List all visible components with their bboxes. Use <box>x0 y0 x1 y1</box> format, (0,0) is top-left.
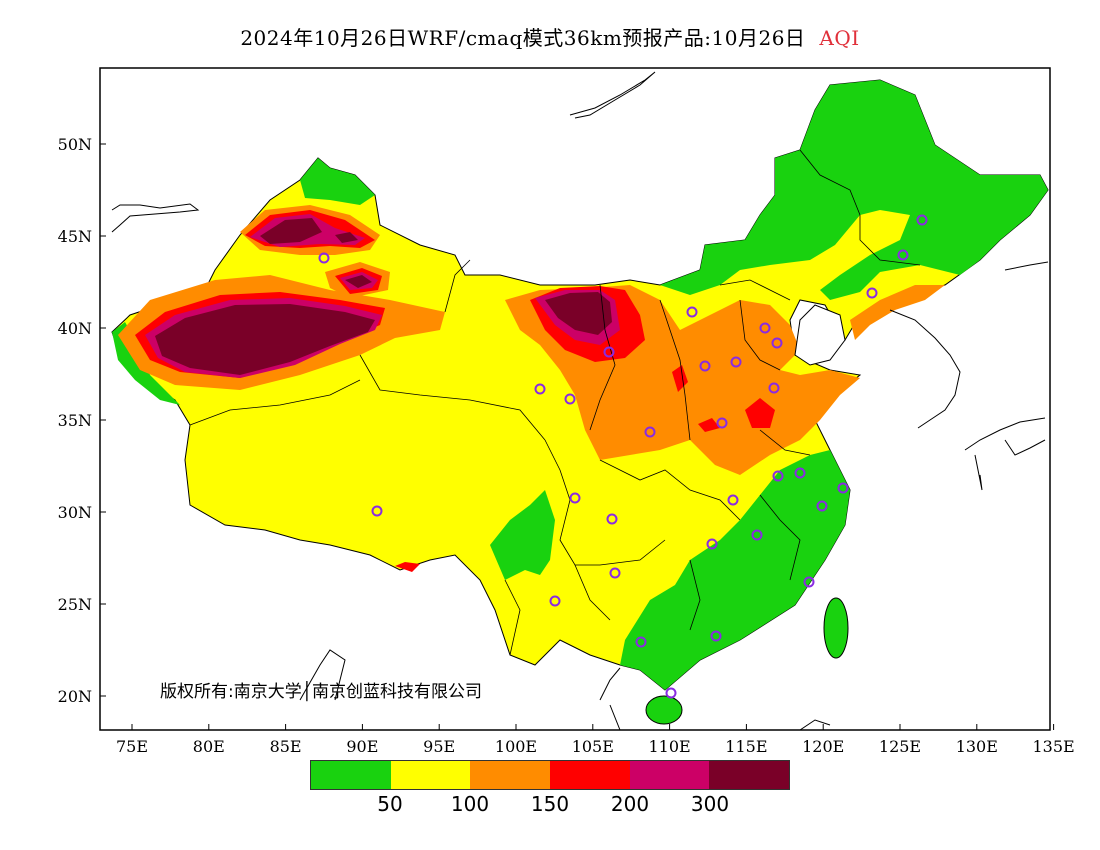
x-tick-label: 100E <box>495 737 537 756</box>
x-tick-label: 95E <box>423 737 455 756</box>
city-marker <box>686 306 698 318</box>
x-axis-ticks: 75E 80E 85E 90E 95E 100E 105E 110E 115E 120E 125E 1… <box>116 724 1075 756</box>
city-marker <box>751 529 763 541</box>
city-marker <box>665 687 677 699</box>
inner-mongolia-hazardous <box>545 292 612 335</box>
north-xinjiang-hazardous-3 <box>335 232 358 243</box>
city-marker <box>716 417 728 429</box>
y-tick-label: 20N <box>58 687 92 706</box>
tibet-unhealthy <box>395 562 420 572</box>
northwest-good-patch <box>300 158 375 205</box>
city-marker <box>816 500 828 512</box>
southwest-good <box>490 490 555 580</box>
map-border <box>99 67 1051 731</box>
city-marker <box>549 595 561 607</box>
city-marker <box>771 337 783 349</box>
hainan-good <box>645 695 683 725</box>
city-marker <box>768 382 780 394</box>
north-xinjiang-hazardous-2 <box>345 275 372 288</box>
title-variable: AQI <box>819 26 860 50</box>
city-marker <box>635 636 647 648</box>
y-tick-label: 40N <box>58 319 92 338</box>
legend-swatch <box>390 761 471 789</box>
map-title: 2024年10月26日WRF/cmaq模式36km预报产品:10月26日 AQI <box>0 22 1100 51</box>
city-marker <box>803 576 815 588</box>
city-marker <box>371 505 383 517</box>
north-xinjiang-hazardous <box>260 218 322 244</box>
y-tick-label: 50N <box>58 135 92 154</box>
legend-label: 150 <box>530 792 570 816</box>
city-marker <box>759 322 771 334</box>
city-marker <box>772 470 784 482</box>
liaoning-usg <box>850 285 945 340</box>
y-tick-label: 25N <box>58 595 92 614</box>
x-tick-label: 75E <box>116 737 148 756</box>
bohai-sea <box>794 304 846 366</box>
y-tick-label: 45N <box>58 227 92 246</box>
henan-unhealthy <box>745 398 775 428</box>
legend-swatch <box>709 761 790 789</box>
city-marker <box>644 426 656 438</box>
city-marker <box>569 492 581 504</box>
legend-swatch <box>629 761 710 789</box>
coastlines <box>111 71 1049 730</box>
city-marker <box>727 494 739 506</box>
legend-swatch <box>311 761 391 789</box>
x-tick-label: 120E <box>802 737 844 756</box>
x-tick-label: 90E <box>346 737 378 756</box>
northeast-good <box>660 80 1048 300</box>
y-axis-ticks: 50N 45N 40N 35N 30N 25N 20N <box>58 135 106 706</box>
city-marker <box>866 287 878 299</box>
x-tick-label: 115E <box>725 737 767 756</box>
title-main: 2024年10月26日WRF/cmaq模式36km预报产品:10月26日 <box>240 26 806 50</box>
city-marker <box>603 346 615 358</box>
xinjiang-hazardous <box>155 304 375 375</box>
x-tick-label: 85E <box>270 737 302 756</box>
city-marker <box>564 393 576 405</box>
city-marker <box>699 360 711 372</box>
city-marker <box>318 252 330 264</box>
city-marker <box>916 214 928 226</box>
hubei-unhealthy <box>698 418 720 432</box>
x-tick-label: 125E <box>879 737 921 756</box>
city-marker <box>837 482 849 494</box>
y-tick-label: 35N <box>58 411 92 430</box>
city-markers <box>318 214 928 699</box>
copyright-text: 版权所有:南京大学│南京创蓝科技有限公司 <box>160 681 482 702</box>
x-tick-label: 135E <box>1032 737 1074 756</box>
south-good <box>620 450 850 690</box>
city-marker <box>706 538 718 550</box>
color-legend <box>310 760 790 790</box>
city-marker <box>606 513 618 525</box>
x-tick-label: 110E <box>648 737 690 756</box>
city-marker <box>794 467 806 479</box>
city-marker <box>710 630 722 642</box>
taiwan-good <box>823 597 849 659</box>
city-marker <box>534 383 546 395</box>
city-marker <box>730 356 742 368</box>
city-marker <box>609 567 621 579</box>
province-boundaries <box>189 149 921 656</box>
legend-swatch <box>550 761 630 789</box>
legend-label: 100 <box>450 792 490 816</box>
x-tick-label: 130E <box>956 737 998 756</box>
x-tick-label: 105E <box>572 737 614 756</box>
city-marker <box>897 249 909 261</box>
x-tick-label: 80E <box>193 737 225 756</box>
legend-label: 300 <box>690 792 730 816</box>
y-tick-label: 30N <box>58 503 92 522</box>
legend-label: 200 <box>610 792 650 816</box>
legend-label: 50 <box>377 792 403 816</box>
legend-swatch <box>470 761 551 789</box>
